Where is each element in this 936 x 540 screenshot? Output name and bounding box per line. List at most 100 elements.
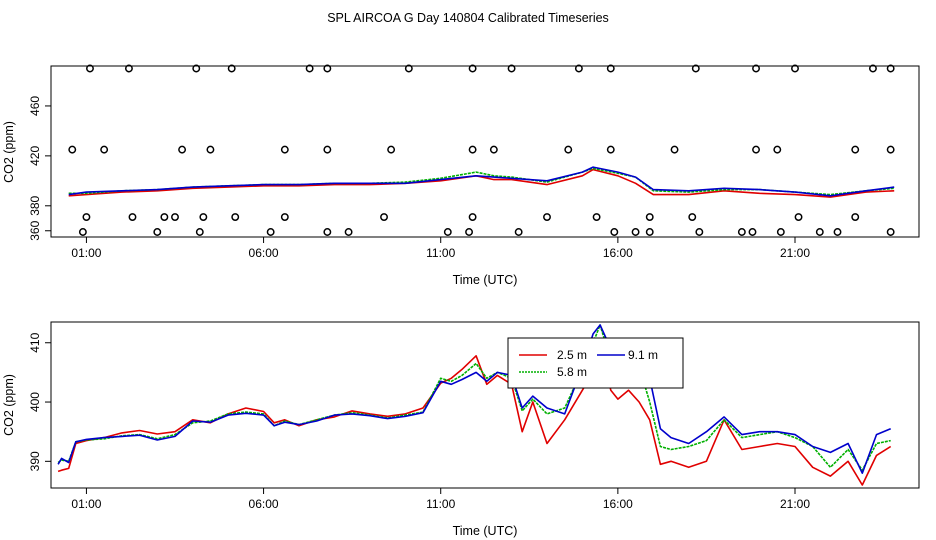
- top-y-tick-label: 420: [28, 146, 42, 166]
- flag-point: [886, 64, 895, 73]
- flag-point: [773, 145, 782, 154]
- flag-point: [794, 213, 803, 221]
- legend-label-9-1m: 9.1 m: [628, 348, 658, 362]
- flag-point: [688, 213, 697, 221]
- flag-point: [195, 228, 204, 236]
- flag-point: [670, 145, 679, 154]
- bottom-series-lines: [57, 324, 892, 486]
- bottom-series-line-s5_8: [57, 324, 891, 472]
- flag-point: [507, 64, 516, 73]
- bottom-series-line-s2_5: [57, 347, 892, 486]
- bottom-y-tick-label: 400: [28, 392, 42, 412]
- flag-point: [645, 228, 654, 236]
- top-panel: 01:00 06:00 11:00 16:00 21:00 360 380 420 460 T…: [2, 64, 920, 287]
- bottom-x-tick-label: 11:00: [426, 497, 455, 511]
- flag-point: [468, 64, 477, 73]
- top-x-tick-label: 21:00: [780, 246, 810, 260]
- flag-point: [468, 213, 477, 221]
- flag-point: [606, 64, 615, 73]
- flag-point: [192, 64, 201, 73]
- flag-point: [752, 145, 760, 154]
- top-series-line-s9_1: [68, 166, 895, 197]
- flag-point: [171, 213, 179, 221]
- legend-label-2-5m: 2.5 m: [557, 348, 587, 362]
- flag-point: [153, 228, 162, 236]
- flag-point: [323, 145, 332, 154]
- bottom-panel: 01:00 06:00 11:00 16:00 21:00 390 400 410 Time…: [2, 321, 920, 538]
- flag-point: [82, 213, 91, 221]
- flag-point: [851, 213, 860, 221]
- flag-point: [851, 145, 860, 154]
- bottom-y-tick-label: 390: [28, 451, 42, 471]
- bottom-x-axis-title: Time (UTC): [453, 524, 518, 538]
- flag-point: [86, 64, 94, 73]
- flag-point: [776, 228, 785, 236]
- flag-point: [748, 228, 757, 236]
- bottom-x-axis: 01:00 06:00 11:00 16:00 21:00: [71, 488, 810, 511]
- flag-point: [344, 228, 353, 236]
- top-x-tick-label: 01:00: [71, 246, 101, 260]
- top-x-axis-title: Time (UTC): [453, 273, 518, 287]
- flag-point: [631, 228, 640, 236]
- bottom-x-tick-label: 16:00: [603, 497, 633, 511]
- top-y-axis: 360 380 420 460: [28, 96, 51, 241]
- flag-point: [387, 145, 396, 154]
- bottom-x-tick-label: 06:00: [249, 497, 279, 511]
- flag-point: [833, 228, 842, 236]
- flag-point: [489, 145, 498, 154]
- flag-point: [564, 145, 573, 154]
- top-y-axis-title: CO2 (ppm): [2, 121, 16, 183]
- flag-point: [592, 213, 601, 221]
- flag-point: [468, 145, 477, 154]
- flag-point: [380, 213, 388, 221]
- top-y-tick-label: 380: [28, 195, 42, 215]
- bottom-plot-frame: [50, 321, 920, 489]
- flag-point: [124, 64, 133, 73]
- bottom-x-tick-label: 21:00: [780, 497, 810, 511]
- flag-point: [543, 213, 551, 221]
- top-plot-frame: [50, 65, 920, 238]
- flag-point: [886, 228, 895, 236]
- flag-point: [280, 145, 289, 154]
- bottom-series-line-s9_1: [57, 324, 892, 475]
- legend: 2.5 m 5.8 m 9.1 m: [507, 337, 684, 389]
- top-y-tick-label: 360: [28, 220, 42, 240]
- flag-point: [404, 64, 413, 73]
- top-x-tick-label: 16:00: [603, 246, 633, 260]
- flag-point: [610, 228, 619, 236]
- flag-point: [305, 64, 314, 73]
- top-series-lines: [68, 166, 895, 198]
- top-x-tick-label: 11:00: [426, 246, 455, 260]
- flag-point: [791, 64, 799, 73]
- flag-point: [868, 64, 877, 73]
- bottom-y-axis: 390 400 410: [28, 332, 51, 471]
- flag-point: [443, 228, 452, 236]
- figure-title: SPL AIRCOA G Day 140804 Calibrated Times…: [327, 11, 609, 25]
- bottom-x-tick-label: 01:00: [71, 497, 101, 511]
- flag-point: [231, 213, 240, 221]
- flag-point: [199, 213, 208, 221]
- flag-point: [266, 228, 275, 236]
- top-series-line-s2_5: [68, 168, 895, 198]
- flag-point: [815, 228, 824, 236]
- flag-point: [323, 64, 332, 73]
- flag-point: [752, 64, 760, 73]
- flag-point: [691, 64, 700, 73]
- bottom-y-tick-label: 410: [28, 332, 42, 352]
- legend-label-5-8m: 5.8 m: [557, 365, 587, 379]
- flag-point: [280, 213, 289, 221]
- flag-point: [737, 228, 746, 236]
- flag-point: [695, 228, 704, 236]
- top-x-tick-label: 06:00: [249, 246, 279, 260]
- legend-box: [507, 337, 684, 389]
- flag-point: [78, 228, 87, 236]
- flag-point: [514, 228, 523, 236]
- flag-point: [465, 228, 474, 236]
- top-y-tick-label: 460: [28, 96, 42, 116]
- flag-point: [160, 213, 169, 221]
- flag-point: [100, 145, 109, 154]
- top-flag-points: [68, 64, 895, 236]
- flag-point: [606, 145, 615, 154]
- top-x-axis: 01:00 06:00 11:00 16:00 21:00: [71, 237, 810, 260]
